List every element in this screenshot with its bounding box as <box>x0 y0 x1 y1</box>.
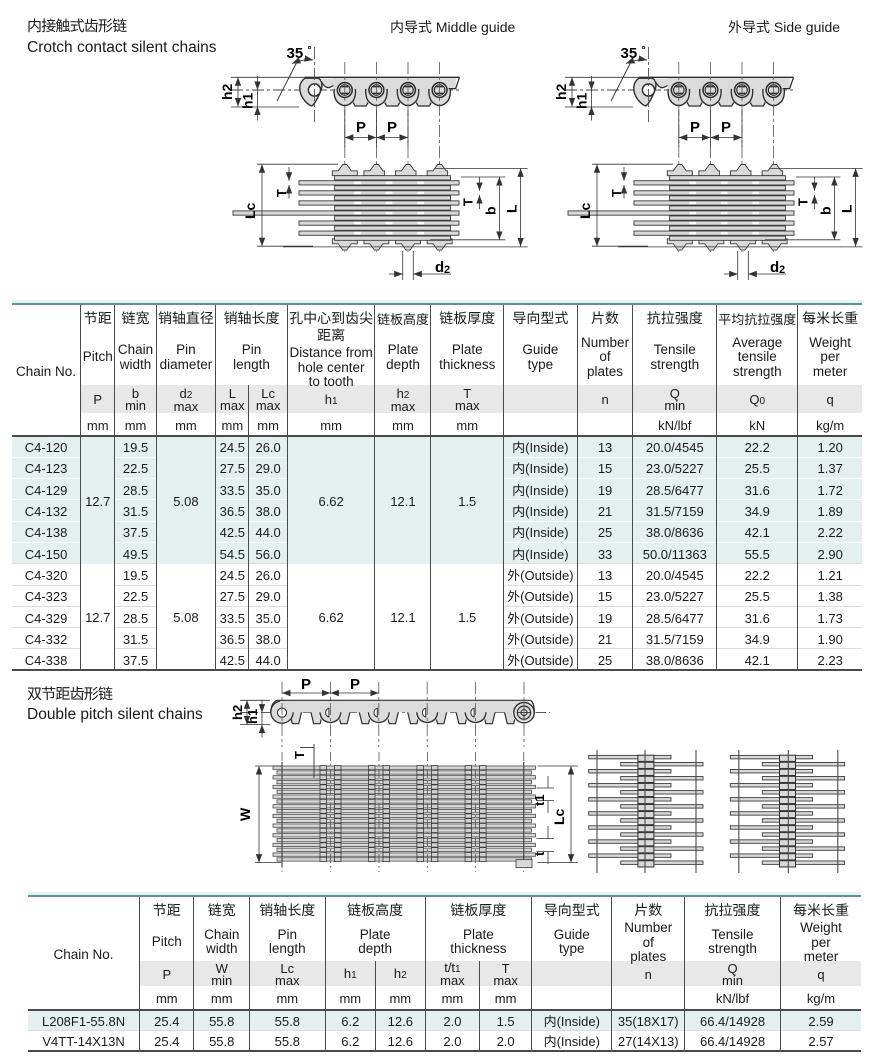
svg-text:L: L <box>837 204 857 213</box>
svg-text:P: P <box>387 116 397 137</box>
svg-text:T: T <box>458 198 477 206</box>
svg-text:h1: h1 <box>238 92 258 109</box>
svg-text:Lc: Lc <box>549 808 569 825</box>
svg-text:h2: h2 <box>227 705 246 720</box>
svg-text:P: P <box>690 116 700 137</box>
svg-text:W: W <box>235 807 255 821</box>
svg-text:T: T <box>289 751 308 759</box>
svg-text:h1: h1 <box>572 92 592 109</box>
svg-text:h1: h1 <box>242 709 261 724</box>
svg-text:T: T <box>793 198 812 206</box>
svg-text:Lc: Lc <box>240 202 260 219</box>
svg-text:t1: t1 <box>529 794 548 806</box>
svg-text:T: T <box>271 189 290 197</box>
svg-text:b: b <box>480 206 500 215</box>
svg-text:d: d <box>435 256 444 277</box>
svg-text:L: L <box>502 204 522 213</box>
svg-text:35: 35 <box>287 42 304 63</box>
svg-text:h2: h2 <box>551 83 571 100</box>
svg-text:P: P <box>721 116 731 137</box>
svg-text:P: P <box>356 116 366 137</box>
svg-text:T: T <box>606 189 625 197</box>
svg-text:Lc: Lc <box>575 202 595 219</box>
svg-text:2: 2 <box>444 261 450 277</box>
svg-text:d: d <box>770 256 779 277</box>
svg-text:°: ° <box>642 41 646 56</box>
svg-text:h2: h2 <box>217 83 237 100</box>
svg-text:P: P <box>301 673 311 694</box>
svg-text:2: 2 <box>779 261 785 277</box>
svg-text:35: 35 <box>621 42 638 63</box>
svg-text:b: b <box>815 206 835 215</box>
svg-text:t: t <box>529 851 548 856</box>
svg-text:°: ° <box>308 41 312 56</box>
svg-text:P: P <box>350 673 360 694</box>
